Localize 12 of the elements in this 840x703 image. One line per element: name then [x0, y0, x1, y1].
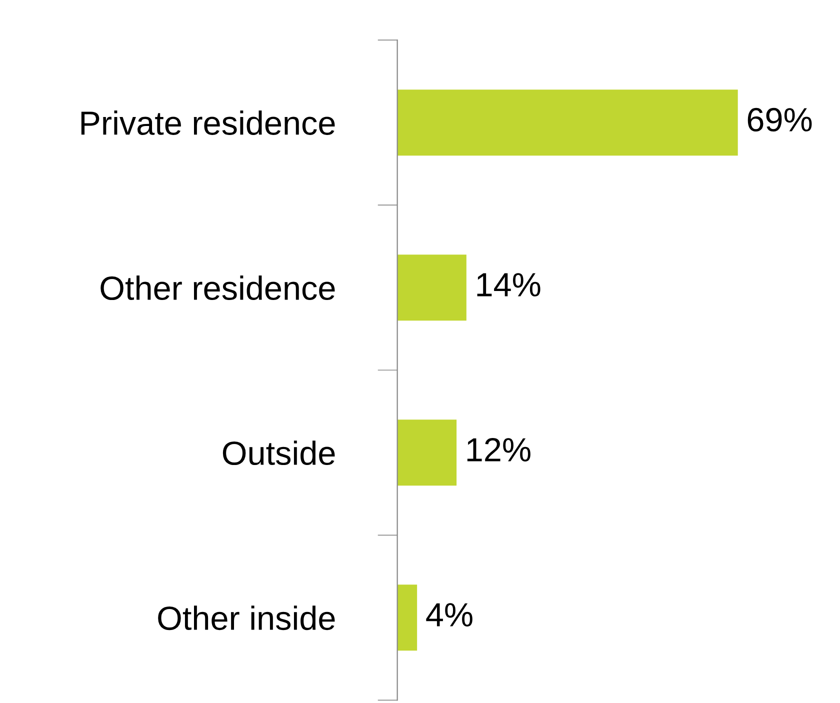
y-tick-label: Outside: [222, 440, 335, 466]
bar: [397, 90, 738, 156]
y-tick-label: Private residence: [81, 110, 335, 135]
y-tick-label: Other inside: [158, 606, 335, 630]
data-label: 12%: [467, 438, 530, 462]
data-label: 4%: [426, 603, 472, 626]
y-tick-label: Other residence: [100, 276, 335, 300]
bar: [397, 420, 457, 486]
data-label: 14%: [477, 273, 540, 296]
bar: [397, 254, 466, 321]
bar: [397, 584, 418, 651]
data-label: 69%: [748, 108, 812, 132]
